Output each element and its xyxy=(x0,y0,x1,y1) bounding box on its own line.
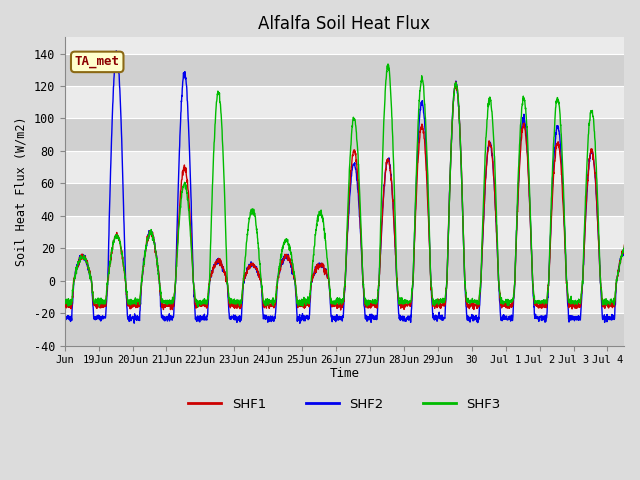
Bar xyxy=(65,248,625,281)
Bar xyxy=(65,54,625,86)
Bar xyxy=(65,313,625,346)
Y-axis label: Soil Heat Flux (W/m2): Soil Heat Flux (W/m2) xyxy=(15,117,28,266)
Text: TA_met: TA_met xyxy=(75,55,120,68)
Title: Alfalfa Soil Heat Flux: Alfalfa Soil Heat Flux xyxy=(259,15,431,33)
Bar xyxy=(65,183,625,216)
Bar xyxy=(65,119,625,151)
X-axis label: Time: Time xyxy=(330,367,360,380)
Legend: SHF1, SHF2, SHF3: SHF1, SHF2, SHF3 xyxy=(183,393,506,416)
